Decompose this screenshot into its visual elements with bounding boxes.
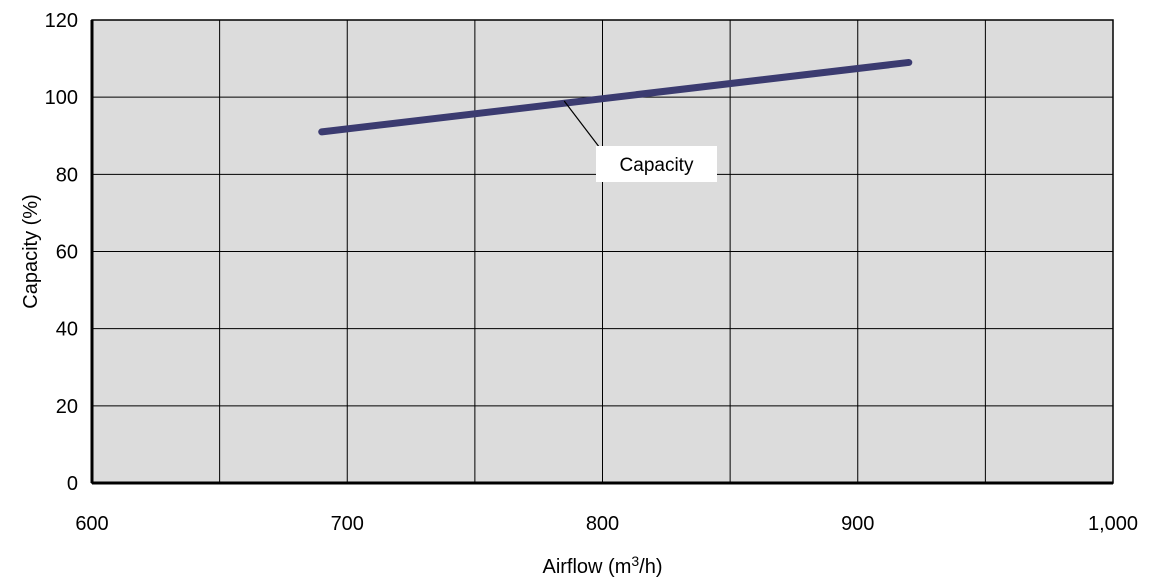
- y-tick-label: 60: [56, 242, 78, 264]
- y-tick-label: 80: [56, 164, 78, 186]
- x-tick-label: 900: [841, 513, 874, 535]
- x-tick-label: 700: [331, 513, 364, 535]
- annotation-box: [596, 146, 717, 182]
- x-axis-title: Airflow (m3/h): [542, 553, 662, 578]
- y-tick-label: 20: [56, 396, 78, 418]
- x-tick-label: 800: [586, 513, 619, 535]
- y-tick-label: 100: [45, 87, 78, 109]
- y-axis-title: Capacity (%): [20, 194, 42, 308]
- axes: [90, 19, 1114, 485]
- series-line: [318, 58, 913, 136]
- x-tick-label: 1,000: [1088, 513, 1138, 535]
- annotation-leader: [563, 100, 604, 153]
- y-tick-label: 40: [56, 319, 78, 341]
- annotation-label: Capacity: [620, 155, 694, 176]
- tick-labels: 0 20 40 60 80 100 120 600 700 800 900 1,000: [45, 10, 1138, 535]
- y-tick-label: 0: [67, 473, 78, 495]
- series-layer: [318, 58, 913, 136]
- x-tick-label: 600: [75, 513, 108, 535]
- y-tick-label: 120: [45, 10, 78, 32]
- annotation: Capacity: [563, 100, 717, 182]
